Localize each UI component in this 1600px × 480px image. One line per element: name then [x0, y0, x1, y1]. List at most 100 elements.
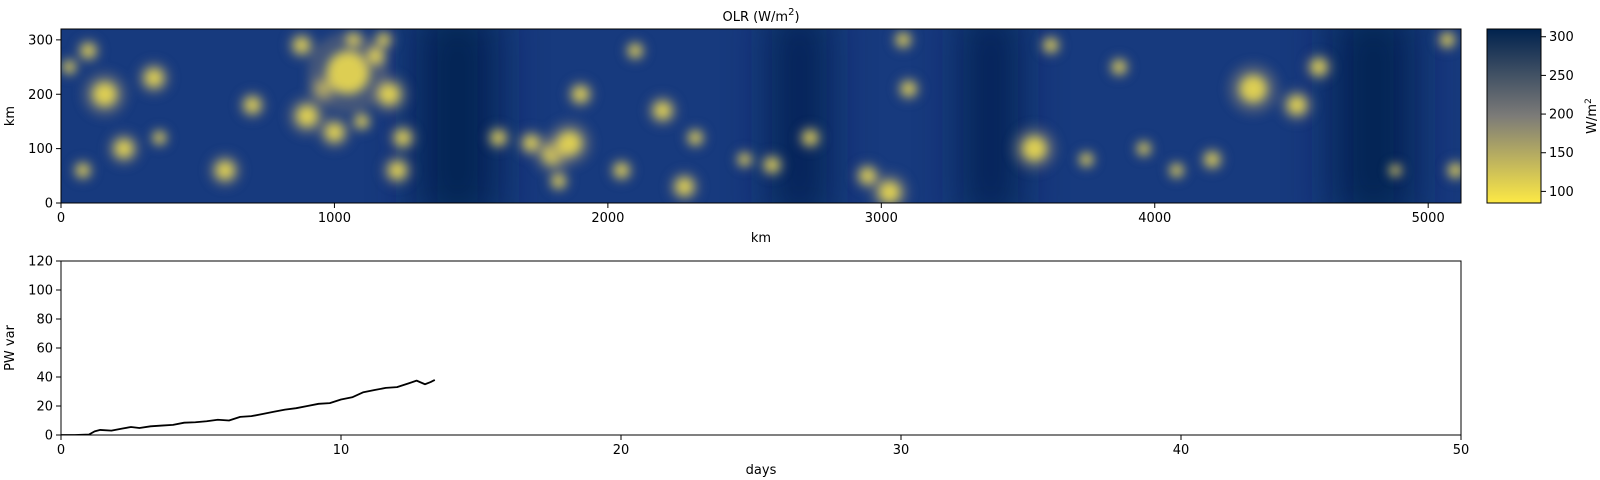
line-plot-axes: 0 10 20 30 40 50 0 20 40 60 80 100 120 [28, 255, 1469, 459]
heatmap-cell-25 [552, 175, 565, 188]
heatmap-cell-45 [1205, 152, 1219, 167]
heatmap-dark-band-0 [416, 29, 499, 203]
heatmap-xtick-label-5: 5000 [1412, 211, 1445, 226]
heatmap-title: OLR (W/m2) [722, 7, 799, 25]
heatmap-cell-42 [1113, 61, 1126, 74]
heatmap-cell-36 [878, 181, 901, 203]
heatmap-cell-44 [1171, 164, 1183, 176]
heatmap-cell-31 [689, 131, 702, 144]
heatmap-xtick-label-4: 4000 [1138, 211, 1171, 226]
heatmap-cell-4 [76, 164, 89, 177]
heatmap-cell-1 [63, 61, 75, 73]
heatmap-cell-3 [114, 139, 133, 158]
heatmap-field [61, 29, 1461, 203]
pw-var-series-line [61, 379, 436, 435]
heatmap-title-end: ) [794, 10, 799, 25]
line-plot-xtick-label-3: 30 [893, 443, 910, 458]
colorbar-label-base: W/m [1585, 104, 1600, 134]
line-plot-ytick-label-3: 60 [36, 342, 53, 357]
heatmap-cell-11 [327, 51, 370, 94]
heatmap-cell-14 [367, 48, 383, 64]
heatmap-ytick-label-3: 300 [28, 33, 53, 48]
heatmap-cell-0 [81, 44, 95, 58]
heatmap-cell-6 [154, 132, 165, 144]
line-plot-xtick-label-5: 50 [1453, 443, 1470, 458]
heatmap-xtick-label-0: 0 [57, 211, 65, 226]
heatmap-cell-7 [216, 161, 235, 180]
line-plot-xtick-label-2: 20 [613, 443, 630, 458]
heatmap-xtick-label-3: 3000 [865, 211, 898, 226]
colorbar-ticks: 100 150 200 250 300 [1541, 30, 1574, 200]
heatmap-dark-bands [416, 29, 1415, 203]
line-plot-xtick-label-0: 0 [57, 443, 65, 458]
colorbar-tick-label-3: 250 [1549, 69, 1574, 84]
heatmap-cell-18 [347, 33, 360, 46]
heatmap-dark-band-2 [963, 29, 1019, 203]
colorbar-label: W/m2 [1584, 98, 1600, 134]
heatmap-cell-27 [614, 163, 629, 177]
heatmap-cell-16 [395, 130, 411, 146]
heatmap-cell-33 [765, 158, 779, 172]
heatmap-ytick-label-1: 100 [28, 142, 53, 157]
heatmap-cell-21 [491, 131, 506, 145]
line-plot-ylabel: PW var [3, 324, 18, 370]
heatmap-cell-47 [1287, 96, 1306, 115]
heatmap-cell-29 [654, 102, 671, 119]
heatmap-cell-43 [1138, 143, 1150, 155]
line-plot-ytick-label-5: 100 [28, 284, 53, 299]
heatmap-cell-5 [144, 68, 163, 87]
heatmap-cell-32 [739, 154, 751, 165]
heatmap-cell-17 [388, 161, 406, 179]
heatmap-frame [60, 28, 1462, 204]
heatmap-cell-49 [1390, 165, 1400, 175]
heatmap-dark-band-3 [1332, 29, 1415, 203]
colorbar [1486, 28, 1542, 204]
heatmap-cell-24 [557, 131, 582, 156]
heatmap-cell-40 [1044, 39, 1057, 52]
colorbar-label-sup: 2 [1584, 98, 1594, 104]
line-plot-ytick-label-2: 40 [36, 371, 53, 386]
heatmap-cell-19 [294, 37, 310, 53]
line-plot-ytick-label-1: 20 [36, 400, 53, 415]
heatmap-xlabel: km [751, 231, 771, 246]
heatmap-cell-28 [629, 44, 642, 57]
heatmap-cell-9 [296, 105, 318, 127]
heatmap-xtick-label-1: 1000 [318, 211, 351, 226]
line-plot-ytick-label-4: 80 [36, 313, 53, 328]
heatmap-cell-12 [325, 123, 344, 142]
heatmap-cell-26 [573, 86, 589, 102]
heatmap-axes: 0 1000 2000 3000 4000 5000 0 100 200 300 [28, 33, 1445, 226]
heatmap-ytick-label-0: 0 [45, 197, 53, 212]
line-plot-xtick-label-4: 40 [1173, 443, 1190, 458]
heatmap-cell-20 [377, 33, 390, 46]
heatmap-cell-50 [1441, 33, 1454, 46]
heatmap-cell-41 [1080, 154, 1092, 165]
colorbar-tick-label-1: 150 [1549, 146, 1574, 161]
heatmap-cell-8 [244, 97, 260, 113]
heatmap-ytick-label-2: 200 [28, 88, 53, 103]
heatmap-xtick-label-2: 2000 [591, 211, 624, 226]
heatmap-background [61, 29, 1461, 203]
heatmap-cell-30 [676, 178, 693, 196]
line-plot-xtick-label-1: 10 [333, 443, 350, 458]
heatmap-cell-51 [1449, 164, 1461, 177]
line-plot-ytick-label-6: 120 [28, 255, 53, 270]
heatmap-cell-35 [860, 168, 876, 184]
heatmap-title-sup: 2 [788, 7, 794, 18]
heatmap-cell-38 [902, 82, 916, 96]
heatmap-cell-15 [378, 83, 400, 105]
colorbar-tick-label-4: 300 [1549, 30, 1574, 45]
line-plot-background [61, 261, 1461, 435]
heatmap-cell-2 [92, 82, 117, 107]
line-plot-ytick-label-0: 0 [45, 429, 53, 444]
colorbar-tick-label-0: 100 [1549, 185, 1574, 200]
colorbar-tick-label-2: 200 [1549, 108, 1574, 123]
heatmap-cell-48 [1311, 59, 1327, 75]
heatmap-cell-34 [803, 131, 817, 145]
heatmap-ylabel: km [3, 106, 18, 126]
heatmap-cell-13 [355, 115, 368, 128]
heatmap-cell-46 [1239, 75, 1267, 103]
heatmap-cell-37 [897, 33, 910, 46]
line-plot-xlabel: days [746, 463, 777, 478]
